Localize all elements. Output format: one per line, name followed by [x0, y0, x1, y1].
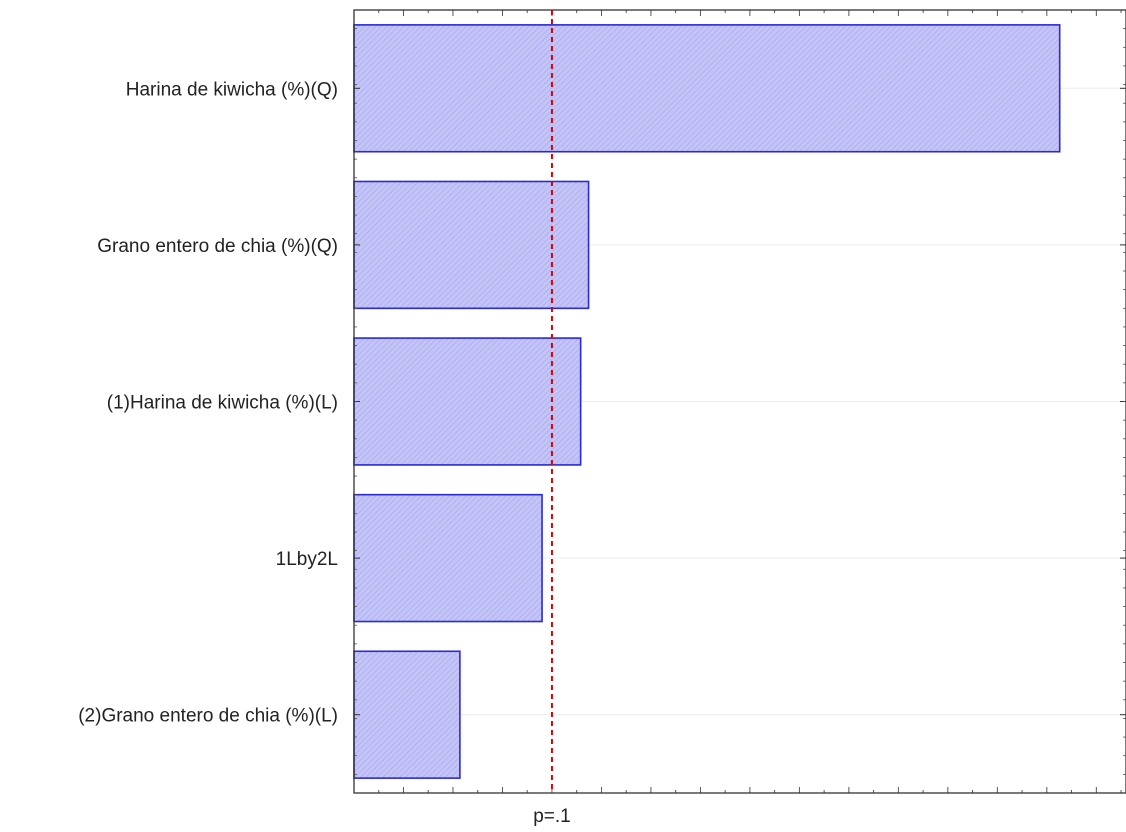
bar: [353, 24, 1061, 153]
bar: [353, 337, 582, 466]
reference-line-label: p=.1: [533, 806, 571, 827]
bar: [353, 650, 461, 779]
bar: [353, 493, 543, 623]
category-label: 1Lby2L: [276, 549, 338, 570]
bar: [353, 180, 590, 310]
category-label: Harina de kiwicha (%)(Q): [126, 79, 338, 100]
category-label: (1)Harina de kiwicha (%)(L): [107, 393, 338, 414]
category-label: (2)Grano entero de chia (%)(L): [78, 706, 338, 727]
plot-frame: [353, 9, 1126, 794]
category-labels: Harina de kiwicha (%)(Q) Grano entero de …: [78, 79, 338, 726]
category-label: Grano entero de chia (%)(Q): [97, 236, 338, 257]
